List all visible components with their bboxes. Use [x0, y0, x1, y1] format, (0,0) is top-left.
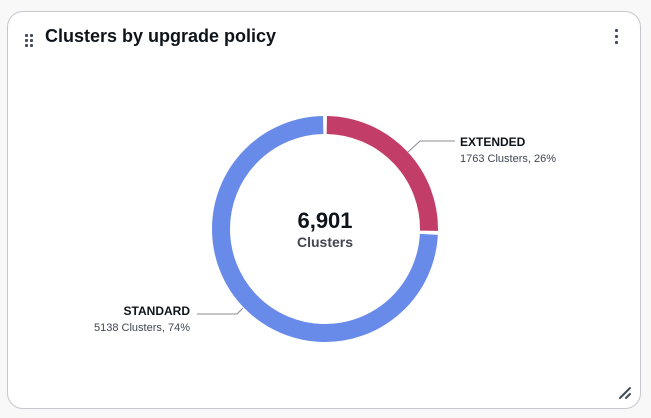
widget-card: Clusters by upgrade policy [7, 11, 641, 409]
vertical-ellipsis-icon[interactable] [612, 28, 622, 46]
widget-title: Clusters by upgrade policy [45, 26, 277, 46]
label-extended-title: EXTENDED [460, 135, 526, 149]
donut-total-value: 6,901 [297, 208, 352, 233]
leader-line-standard [197, 307, 244, 315]
label-standard-title: STANDARD [124, 304, 191, 318]
donut-segments [212, 116, 438, 342]
label-extended-detail: 1763 Clusters, 26% [460, 153, 556, 165]
segment-extended[interactable] [326, 116, 438, 231]
drag-handle-icon[interactable] [25, 34, 35, 48]
label-standard-detail: 5138 Clusters, 74% [94, 322, 190, 334]
leader-line-extended [407, 140, 455, 153]
donut-total-label: Clusters [297, 234, 353, 250]
segment-standard[interactable] [212, 116, 438, 342]
resize-handle-icon[interactable] [618, 386, 632, 400]
